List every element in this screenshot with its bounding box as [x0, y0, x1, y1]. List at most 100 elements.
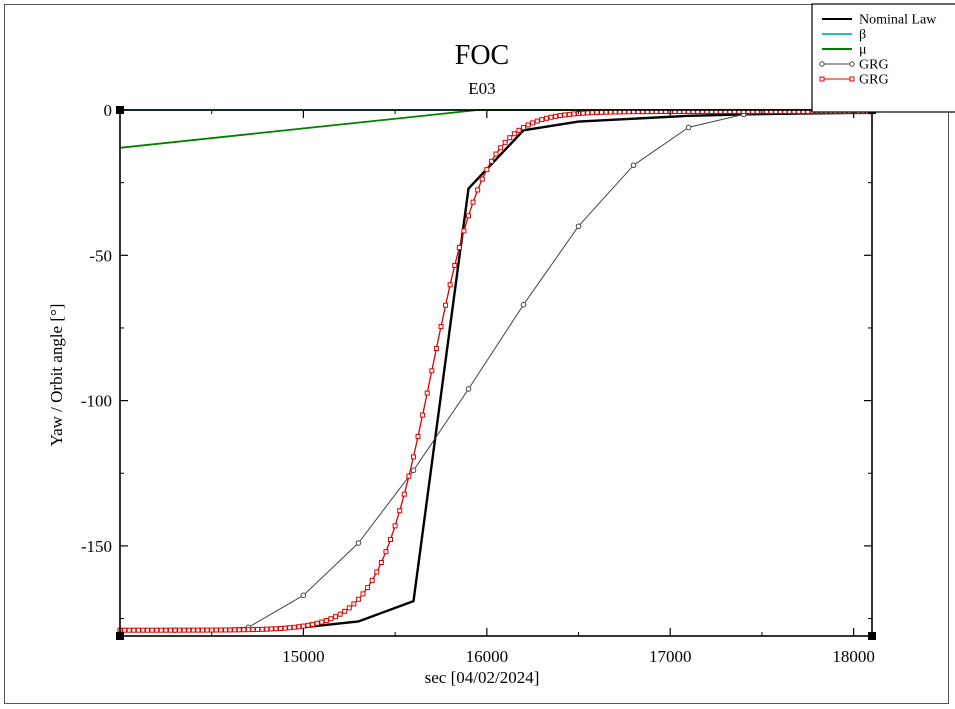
data-point — [126, 627, 132, 633]
data-point — [154, 627, 160, 633]
data-point — [484, 167, 490, 173]
data-point — [520, 301, 527, 308]
data-point — [516, 127, 522, 133]
corner-handle — [868, 632, 876, 640]
data-point — [685, 124, 692, 131]
data-point — [241, 627, 247, 633]
data-point — [140, 627, 146, 633]
data-point — [213, 627, 219, 633]
data-point — [525, 122, 531, 128]
data-point — [571, 111, 577, 117]
legend-item: Nominal Law — [822, 13, 937, 28]
data-point — [507, 135, 513, 141]
data-point — [268, 626, 274, 632]
series-line — [120, 110, 872, 631]
x-tick-label: 15000 — [282, 647, 325, 666]
data-point — [534, 118, 540, 124]
x-tick-label: 17000 — [649, 647, 692, 666]
data-point — [145, 627, 151, 633]
data-point — [250, 627, 256, 633]
legend-label: μ — [859, 43, 867, 58]
legend-marker — [819, 76, 825, 82]
data-point — [580, 110, 586, 116]
y-tick-label: -150 — [81, 537, 112, 556]
data-point — [443, 302, 449, 308]
data-point — [181, 627, 187, 633]
data-point — [355, 596, 361, 602]
data-point — [502, 139, 508, 145]
data-point — [296, 624, 302, 630]
data-point — [410, 454, 416, 460]
data-point — [589, 110, 595, 116]
series-group — [120, 111, 872, 632]
legend-label: GRG — [859, 73, 889, 88]
data-point — [360, 591, 366, 597]
data-point — [200, 627, 206, 633]
data-point — [461, 228, 467, 234]
series-line — [120, 111, 872, 631]
data-point — [122, 627, 128, 633]
data-point — [255, 626, 261, 632]
data-point — [300, 623, 306, 629]
data-point — [305, 622, 311, 628]
data-point — [337, 611, 343, 617]
data-point — [186, 627, 192, 633]
data-point — [493, 151, 499, 157]
data-point — [539, 117, 545, 123]
data-point — [333, 614, 339, 620]
data-point — [291, 624, 297, 630]
data-point — [204, 627, 210, 633]
data-point — [328, 616, 334, 622]
data-point — [149, 627, 155, 633]
legend-marker — [819, 61, 825, 67]
data-point — [488, 158, 494, 164]
series-layer — [117, 108, 875, 633]
data-point — [585, 110, 591, 116]
data-point — [498, 145, 504, 151]
data-point — [406, 473, 412, 479]
data-point — [310, 621, 316, 627]
legend-label: β — [859, 28, 866, 43]
data-point — [218, 627, 224, 633]
axes-layer: 15000 16000 17000 18000 0 -50 -100 -150 — [81, 101, 876, 666]
data-point — [172, 627, 178, 633]
data-point — [557, 113, 563, 119]
data-point — [369, 577, 375, 583]
chart-subtitle: E03 — [468, 79, 495, 98]
legend-item: β — [822, 28, 866, 43]
data-point — [232, 627, 238, 633]
data-point — [227, 627, 233, 633]
y-tick-label: -100 — [81, 392, 112, 411]
data-point — [470, 199, 476, 205]
data-point — [594, 109, 600, 115]
data-point — [351, 601, 357, 607]
data-point — [135, 627, 141, 633]
data-point — [273, 626, 279, 632]
plot-frame — [119, 109, 873, 637]
data-point — [475, 187, 481, 193]
data-point — [543, 115, 549, 121]
data-point — [479, 176, 485, 182]
legend-item: GRG — [819, 73, 889, 88]
data-point — [158, 627, 164, 633]
data-point — [438, 324, 444, 330]
legend-marker — [849, 61, 855, 67]
data-point — [378, 559, 384, 565]
data-point — [236, 627, 242, 633]
data-point — [548, 114, 554, 120]
data-point — [346, 605, 352, 611]
legend-item: GRG — [819, 58, 889, 73]
data-point — [287, 625, 293, 631]
y-axis-label: Yaw / Orbit angle [°] — [47, 304, 66, 447]
data-point — [177, 627, 183, 633]
legend-item: μ — [822, 43, 867, 58]
data-point — [397, 508, 403, 514]
data-point — [562, 112, 568, 118]
x-tick-label: 18000 — [832, 647, 875, 666]
data-point — [300, 592, 307, 599]
legend-box — [811, 3, 955, 113]
data-point — [566, 111, 572, 117]
data-point — [365, 585, 371, 591]
